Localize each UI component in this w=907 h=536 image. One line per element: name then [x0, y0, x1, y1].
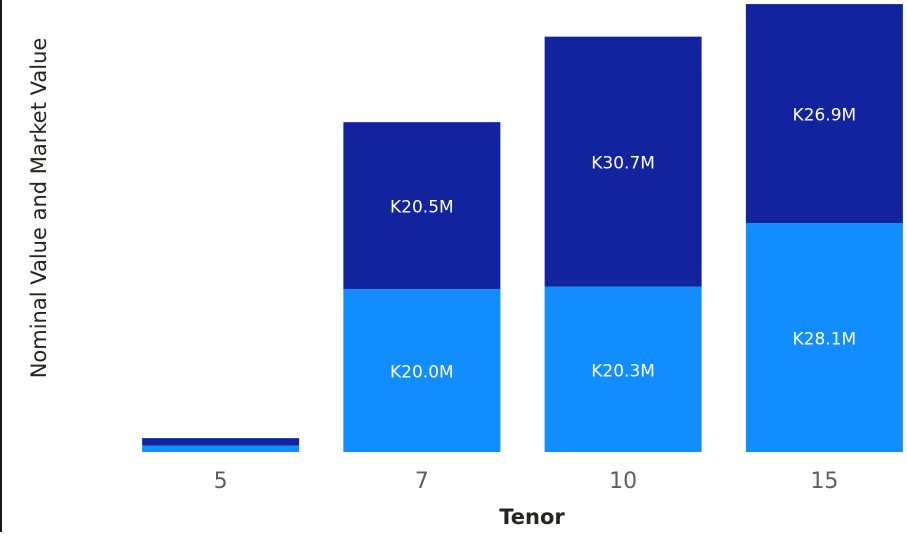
x-tick-label-7: 7: [415, 469, 429, 494]
bars-group: [142, 4, 903, 452]
data-label-7-series-1: K20.0M: [390, 363, 454, 383]
bar-10-series-2: [544, 36, 702, 287]
data-label-10-series-1: K20.3M: [591, 361, 655, 381]
data-label-15-series-2: K26.9M: [793, 106, 857, 126]
data-label-15-series-1: K28.1M: [793, 330, 857, 350]
bar-7-series-2: [343, 122, 501, 290]
data-label-10-series-2: K30.7M: [591, 154, 655, 174]
left-border: [0, 0, 2, 532]
bar-15-series-2: [745, 4, 903, 224]
x-tick-label-15: 15: [810, 469, 838, 494]
bar-7-series-1: [343, 289, 501, 452]
bar-labels-group: K20.0M K20.5M K20.3M K30.7M K28.1M K26.9M: [390, 106, 856, 383]
bar-15-series-1: [745, 223, 903, 452]
x-tick-label-5: 5: [214, 469, 228, 494]
bar-5-series-2: [142, 438, 300, 446]
y-axis-title: Nominal Value and Market Value: [27, 38, 51, 379]
data-label-7-series-2: K20.5M: [390, 198, 454, 218]
x-axis-title: Tenor: [499, 505, 565, 529]
x-tick-labels: 5 7 10 15: [214, 469, 839, 494]
x-tick-label-10: 10: [609, 469, 637, 494]
bar-10-series-1: [544, 286, 702, 452]
bar-5-series-1: [142, 445, 300, 452]
